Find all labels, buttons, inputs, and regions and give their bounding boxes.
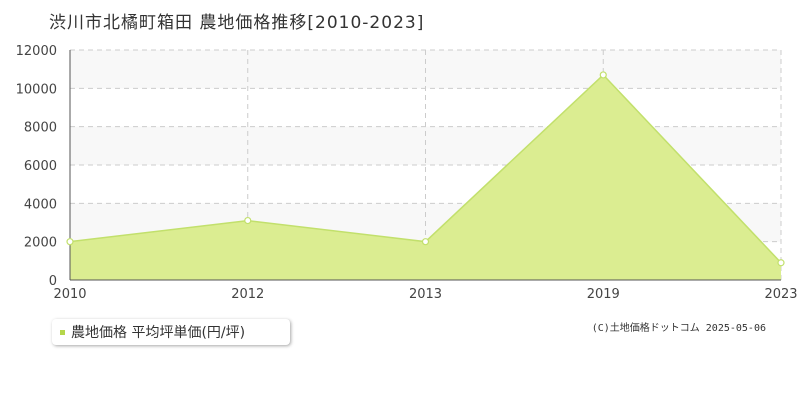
data-point [599, 71, 607, 79]
x-tick-label: 2013 [409, 287, 442, 302]
chart-title: 渋川市北橘町箱田 農地価格推移[2010-2023] [49, 13, 425, 33]
y-tick-label: 10000 [16, 82, 57, 97]
x-tick-label: 2010 [53, 287, 86, 302]
legend-label: 農地価格 平均坪単価(円/坪) [71, 325, 246, 341]
y-tick-label: 4000 [24, 197, 57, 212]
x-tick-label: 2012 [231, 287, 264, 302]
y-tick-label: 6000 [24, 159, 57, 174]
legend-marker [60, 329, 65, 335]
y-tick-label: 8000 [24, 121, 57, 136]
data-point [777, 259, 785, 267]
y-tick-label: 2000 [24, 236, 57, 251]
x-tick-label: 2023 [764, 287, 797, 302]
data-point [244, 216, 252, 225]
x-tick-label: 2019 [587, 287, 620, 302]
series-area-fill [70, 74, 781, 281]
data-point [66, 238, 74, 246]
data-points [66, 71, 785, 267]
data-point [421, 238, 430, 246]
y-tick-label: 0 [49, 274, 57, 289]
legend: 農地価格 平均坪単価(円/坪) [52, 319, 290, 345]
y-tick-labels: 0 2000 4000 6000 8000 10000 12000 [16, 44, 57, 289]
x-tick-labels: 2010 2012 2013 2019 2023 [53, 287, 797, 302]
credit-text: (C)土地価格ドットコム 2025-05-06 [591, 323, 766, 334]
y-tick-label: 12000 [16, 44, 57, 59]
